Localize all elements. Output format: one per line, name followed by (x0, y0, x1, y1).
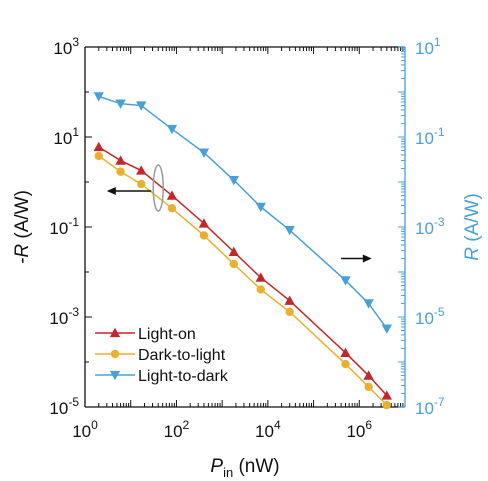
series-group-ellipse (152, 164, 164, 212)
left-arrow-head (106, 187, 116, 196)
legend-item: Light-on (95, 326, 196, 343)
data-point (284, 295, 295, 305)
data-point (115, 99, 126, 109)
data-point (109, 370, 121, 381)
x-tick-label: 102 (164, 418, 190, 441)
data-point (94, 151, 103, 161)
y-left-tick-label: 10-3 (49, 305, 79, 328)
data-point (363, 370, 374, 380)
data-point (381, 324, 393, 334)
series-light-on (93, 141, 393, 400)
y-right-tick-label: 101 (415, 35, 441, 58)
data-point (137, 179, 146, 189)
data-point (340, 276, 351, 286)
axes-group: 100 102 104 106 10-5 10-3 10-1 101 103 10-7 10-5 10… (49, 35, 445, 441)
legend-label: Light-to-dark (138, 368, 229, 385)
data-point (255, 202, 266, 213)
data-point (256, 285, 265, 294)
data-point (228, 246, 240, 257)
data-point (109, 327, 121, 338)
data-point (93, 92, 104, 102)
data-point (381, 390, 393, 400)
data-point (198, 148, 210, 158)
legend-item: Light-to-dark (95, 368, 229, 385)
data-point (136, 101, 147, 111)
data-point (228, 175, 240, 186)
data-point (363, 299, 374, 309)
data-point (166, 190, 178, 200)
annotations-group (106, 164, 372, 263)
x-tick-label: 104 (255, 418, 281, 441)
y-left-axis-title: -R (A/W) (12, 190, 33, 264)
y-left-tick-label: 101 (53, 125, 79, 148)
legend: Light-on Dark-to-light Light-to-dark (95, 326, 229, 385)
data-point (116, 167, 125, 176)
data-point (167, 204, 177, 213)
y-left-tick-label: 103 (53, 35, 79, 58)
y-right-axis-title: R (A/W) (462, 193, 483, 261)
data-point (285, 307, 294, 317)
series-light-to-dark (93, 92, 393, 334)
y-left-tick-label: 10-5 (49, 395, 79, 418)
data-point (166, 124, 178, 135)
series-line (98, 95, 388, 330)
data-point (93, 141, 104, 152)
data-point (255, 272, 266, 282)
series-group (93, 92, 393, 410)
data-point (284, 226, 295, 236)
data-point (110, 349, 120, 359)
data-point (199, 231, 209, 240)
y-right-tick-label: 10-5 (415, 305, 445, 328)
y-right-tick-label: 10-1 (415, 125, 445, 148)
data-point (364, 382, 373, 392)
x-tick-label: 100 (72, 418, 98, 441)
data-point (115, 155, 126, 165)
data-point (340, 347, 351, 357)
data-point (198, 218, 210, 228)
series-dark-to-light (94, 151, 392, 410)
y-right-tick-label: 10-3 (415, 215, 445, 238)
legend-label: Light-on (138, 326, 196, 343)
data-point (136, 165, 147, 175)
axis-labels-group: Pin (nW) -R (A/W) R (A/W) (12, 190, 483, 480)
x-axis-title: Pin (nW) (210, 456, 279, 480)
data-point (341, 359, 350, 369)
y-left-tick-label: 10-1 (49, 215, 79, 238)
x-tick-label: 106 (346, 418, 372, 441)
y-right-tick-label: 10-7 (415, 395, 445, 418)
data-point (229, 259, 239, 269)
data-point (382, 400, 392, 410)
right-arrow-head (362, 254, 372, 263)
legend-label: Dark-to-light (138, 347, 226, 364)
legend-item: Dark-to-light (95, 347, 226, 364)
